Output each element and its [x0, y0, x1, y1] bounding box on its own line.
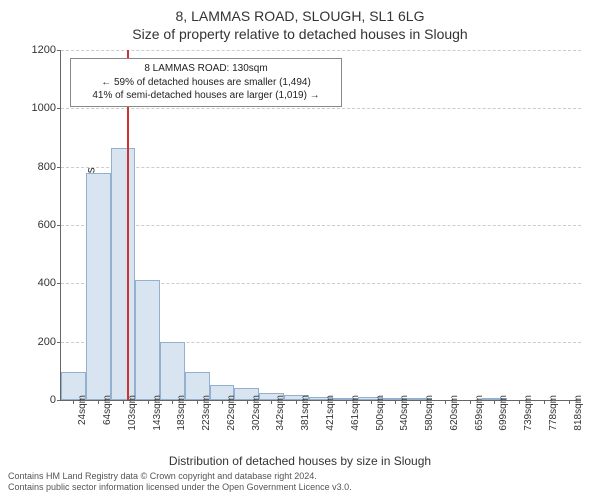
- x-tick-label: 421sqm: [325, 395, 336, 435]
- histogram-bar: [86, 173, 111, 401]
- footer-line1: Contains HM Land Registry data © Crown c…: [8, 471, 592, 483]
- y-tick-label: 400: [21, 277, 56, 289]
- x-tick-mark: [73, 400, 74, 404]
- y-tick-label: 600: [21, 219, 56, 231]
- y-tick-mark: [57, 167, 61, 168]
- footer-attribution: Contains HM Land Registry data © Crown c…: [0, 467, 600, 498]
- x-tick-mark: [470, 400, 471, 404]
- y-tick-label: 1000: [21, 102, 56, 114]
- x-tick-label: 620sqm: [449, 395, 460, 435]
- annotation-line1: 8 LAMMAS ROAD: 130sqm: [77, 62, 335, 76]
- x-tick-mark: [346, 400, 347, 404]
- annotation-line2: ← 59% of detached houses are smaller (1,…: [77, 76, 335, 90]
- x-tick-mark: [321, 400, 322, 404]
- gridline: [61, 50, 581, 51]
- y-tick-mark: [57, 225, 61, 226]
- x-tick-mark: [371, 400, 372, 404]
- x-tick-mark: [544, 400, 545, 404]
- page-title-line1: 8, LAMMAS ROAD, SLOUGH, SL1 6LG: [0, 8, 600, 24]
- x-tick-label: 183sqm: [176, 395, 187, 435]
- x-tick-mark: [569, 400, 570, 404]
- y-tick-mark: [57, 342, 61, 343]
- x-tick-label: 778sqm: [548, 395, 559, 435]
- x-tick-mark: [123, 400, 124, 404]
- x-tick-mark: [98, 400, 99, 404]
- annotation-line3: 41% of semi-detached houses are larger (…: [77, 89, 335, 103]
- y-tick-mark: [57, 50, 61, 51]
- x-tick-mark: [271, 400, 272, 404]
- x-tick-mark: [494, 400, 495, 404]
- gridline: [61, 108, 581, 109]
- x-tick-label: 64sqm: [102, 395, 113, 435]
- y-tick-label: 800: [21, 161, 56, 173]
- x-tick-label: 739sqm: [523, 395, 534, 435]
- x-tick-mark: [395, 400, 396, 404]
- chart-container: 8, LAMMAS ROAD, SLOUGH, SL1 6LG Size of …: [0, 0, 600, 500]
- annotation-callout: 8 LAMMAS ROAD: 130sqm ← 59% of detached …: [70, 58, 342, 107]
- x-tick-label: 223sqm: [201, 395, 212, 435]
- gridline: [61, 225, 581, 226]
- x-tick-mark: [445, 400, 446, 404]
- gridline: [61, 167, 581, 168]
- histogram-bar: [135, 280, 160, 400]
- y-tick-mark: [57, 108, 61, 109]
- x-tick-mark: [519, 400, 520, 404]
- footer-line2: Contains public sector information licen…: [8, 482, 592, 494]
- x-tick-label: 659sqm: [474, 395, 485, 435]
- x-tick-label: 103sqm: [127, 395, 138, 435]
- x-tick-mark: [148, 400, 149, 404]
- y-tick-label: 0: [21, 394, 56, 406]
- x-tick-mark: [247, 400, 248, 404]
- x-tick-label: 461sqm: [350, 395, 361, 435]
- histogram-bar: [160, 342, 185, 400]
- x-tick-label: 342sqm: [275, 395, 286, 435]
- x-tick-label: 143sqm: [152, 395, 163, 435]
- y-tick-mark: [57, 400, 61, 401]
- page-title-line2: Size of property relative to detached ho…: [0, 26, 600, 42]
- x-tick-label: 24sqm: [77, 395, 88, 435]
- x-tick-mark: [420, 400, 421, 404]
- x-tick-mark: [172, 400, 173, 404]
- x-tick-label: 580sqm: [424, 395, 435, 435]
- x-tick-mark: [197, 400, 198, 404]
- y-tick-label: 1200: [21, 44, 56, 56]
- x-tick-label: 262sqm: [226, 395, 237, 435]
- histogram-bar: [111, 148, 136, 400]
- x-tick-label: 818sqm: [573, 395, 584, 435]
- x-tick-label: 699sqm: [498, 395, 509, 435]
- x-tick-label: 540sqm: [399, 395, 410, 435]
- y-tick-mark: [57, 283, 61, 284]
- x-tick-mark: [222, 400, 223, 404]
- x-tick-label: 302sqm: [251, 395, 262, 435]
- y-tick-label: 200: [21, 336, 56, 348]
- x-tick-mark: [296, 400, 297, 404]
- x-tick-label: 500sqm: [375, 395, 386, 435]
- x-tick-label: 381sqm: [300, 395, 311, 435]
